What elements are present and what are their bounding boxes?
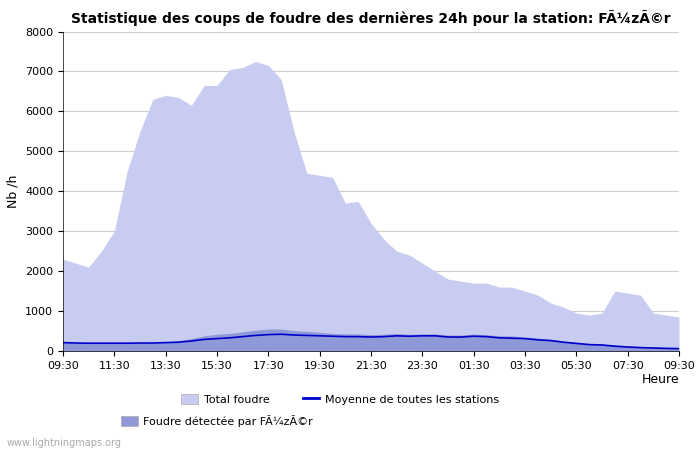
Text: www.lightningmaps.org: www.lightningmaps.org xyxy=(7,438,122,448)
Legend: Foudre détectée par FÃ¼zÃ©r: Foudre détectée par FÃ¼zÃ©r xyxy=(121,415,313,427)
Text: Heure: Heure xyxy=(641,374,679,387)
Y-axis label: Nb /h: Nb /h xyxy=(6,175,20,208)
Title: Statistique des coups de foudre des dernières 24h pour la station: FÃ¼zÃ©r: Statistique des coups de foudre des dern… xyxy=(71,10,671,26)
